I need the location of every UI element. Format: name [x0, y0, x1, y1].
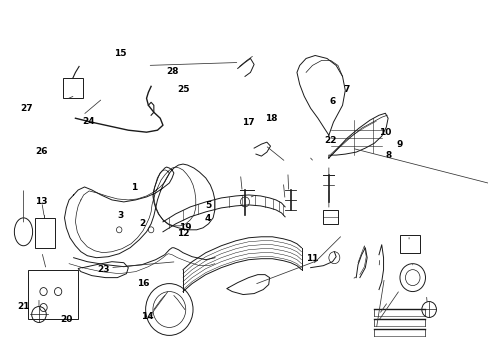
- Text: 15: 15: [114, 49, 126, 58]
- Text: 27: 27: [20, 104, 33, 113]
- Text: 9: 9: [396, 140, 402, 149]
- Bar: [323, 210, 337, 224]
- Text: 13: 13: [36, 197, 48, 206]
- Text: 6: 6: [329, 97, 335, 106]
- Text: 12: 12: [177, 229, 189, 238]
- Text: 22: 22: [324, 136, 336, 145]
- Text: 21: 21: [18, 302, 30, 311]
- Text: 2: 2: [139, 219, 145, 228]
- Text: 14: 14: [141, 312, 154, 321]
- Text: 5: 5: [204, 201, 211, 210]
- Text: 8: 8: [385, 151, 391, 160]
- Text: 11: 11: [306, 255, 318, 264]
- Text: 28: 28: [166, 67, 178, 76]
- Text: 4: 4: [204, 214, 211, 223]
- Text: 18: 18: [265, 114, 277, 123]
- Text: 24: 24: [82, 117, 95, 126]
- Bar: [28, 270, 78, 319]
- Text: 25: 25: [177, 85, 189, 94]
- Text: 10: 10: [378, 128, 390, 137]
- Bar: [399, 235, 419, 253]
- Bar: [35, 218, 55, 248]
- Text: 20: 20: [61, 315, 73, 324]
- Text: 16: 16: [137, 279, 149, 288]
- Text: 19: 19: [179, 223, 192, 232]
- Bar: [62, 78, 82, 98]
- Text: 3: 3: [117, 211, 123, 220]
- Text: 26: 26: [36, 147, 48, 156]
- Text: 1: 1: [131, 183, 137, 192]
- Text: 7: 7: [342, 85, 348, 94]
- Text: 17: 17: [242, 118, 254, 127]
- Text: 23: 23: [97, 265, 109, 274]
